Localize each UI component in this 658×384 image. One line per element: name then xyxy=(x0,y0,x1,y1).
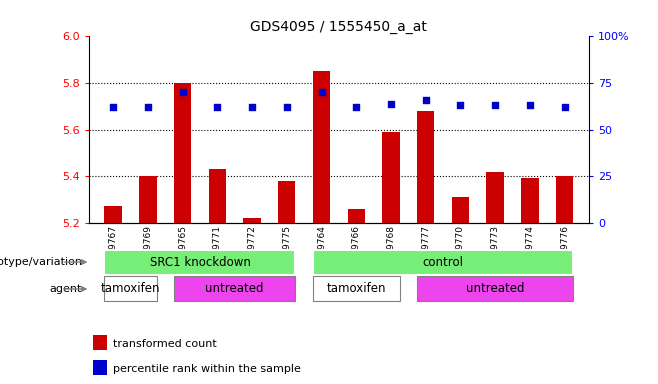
Point xyxy=(316,89,327,95)
Point xyxy=(212,104,222,110)
Text: agent: agent xyxy=(49,284,82,294)
Bar xyxy=(556,176,573,223)
Title: GDS4095 / 1555450_a_at: GDS4095 / 1555450_a_at xyxy=(251,20,427,34)
Bar xyxy=(521,179,538,223)
Point xyxy=(282,104,292,110)
Point xyxy=(524,102,535,108)
Point xyxy=(455,102,466,108)
Point xyxy=(559,104,570,110)
Bar xyxy=(105,250,295,275)
Bar xyxy=(313,71,330,223)
Bar xyxy=(278,181,295,223)
Bar xyxy=(313,276,399,301)
Text: untreated: untreated xyxy=(466,283,524,295)
Bar xyxy=(452,197,469,223)
Point xyxy=(247,104,257,110)
Bar xyxy=(417,111,434,223)
Bar xyxy=(417,276,573,301)
Bar xyxy=(209,169,226,223)
Text: tamoxifen: tamoxifen xyxy=(326,283,386,295)
Bar xyxy=(174,276,295,301)
Point xyxy=(386,101,396,107)
Text: transformed count: transformed count xyxy=(113,339,216,349)
Text: tamoxifen: tamoxifen xyxy=(101,283,161,295)
Bar xyxy=(93,360,107,375)
Text: untreated: untreated xyxy=(205,283,264,295)
Bar xyxy=(347,209,365,223)
Bar xyxy=(313,250,573,275)
Bar xyxy=(139,176,157,223)
Text: genotype/variation: genotype/variation xyxy=(0,257,82,267)
Text: SRC1 knockdown: SRC1 knockdown xyxy=(149,256,251,268)
Bar xyxy=(243,218,261,223)
Bar xyxy=(105,276,157,301)
Text: percentile rank within the sample: percentile rank within the sample xyxy=(113,364,301,374)
Point xyxy=(178,89,188,95)
Bar xyxy=(382,132,399,223)
Point xyxy=(490,102,500,108)
Bar xyxy=(93,335,107,350)
Text: control: control xyxy=(422,256,463,268)
Bar xyxy=(174,83,191,223)
Bar xyxy=(105,207,122,223)
Point xyxy=(420,97,431,103)
Point xyxy=(351,104,361,110)
Point xyxy=(143,104,153,110)
Point xyxy=(108,104,118,110)
Bar xyxy=(486,172,504,223)
